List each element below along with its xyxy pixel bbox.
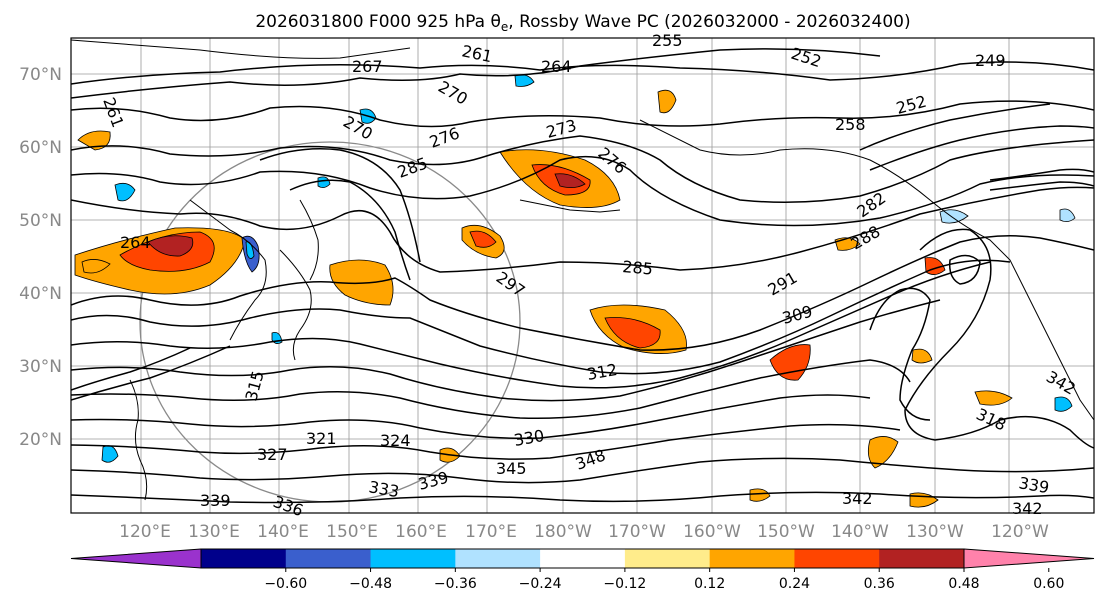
colorbar-box bbox=[200, 548, 965, 569]
lon-label: 150°E bbox=[326, 522, 378, 542]
theta-e-contours bbox=[71, 48, 1094, 504]
lat-label: 70°N bbox=[19, 65, 62, 85]
lon-label: 150°W bbox=[757, 522, 815, 542]
contour-label: 255 bbox=[652, 31, 683, 50]
contour-label: 324 bbox=[380, 431, 411, 450]
lon-labels: 120°E 130°E 140°E 150°E 160°E 170°E 180°… bbox=[119, 522, 1049, 542]
lon-label: 130°E bbox=[188, 522, 240, 542]
lon-label: 170°E bbox=[465, 522, 517, 542]
lon-label: 180°W bbox=[534, 522, 592, 542]
colorbar-segments bbox=[70, 548, 1095, 569]
lat-labels: 70°N 60°N 50°N 40°N 30°N 20°N bbox=[19, 65, 62, 450]
lon-label: 120°W bbox=[991, 522, 1049, 542]
colorbar-segment bbox=[709, 549, 795, 568]
colorbar-tick-label: −0.12 bbox=[603, 576, 646, 592]
colorbar-tick-label: −0.36 bbox=[434, 576, 477, 592]
figure-title: 2026031800 F000 925 hPa θe, Rossby Wave … bbox=[255, 12, 910, 34]
colorbar-extend-low bbox=[70, 548, 202, 569]
lon-label: 160°W bbox=[683, 522, 741, 542]
filled-contours bbox=[74, 74, 1076, 508]
colorbar-tick-label: 0.24 bbox=[779, 576, 810, 592]
colorbar-tick-label: −0.48 bbox=[349, 576, 392, 592]
colorbar-segment bbox=[201, 549, 287, 568]
colorbar-tick-label: −0.24 bbox=[519, 576, 562, 592]
colorbar-segment bbox=[624, 549, 711, 568]
contour-label: 342 bbox=[1012, 499, 1043, 518]
colorbar-extend-high bbox=[963, 548, 1095, 569]
map-content bbox=[71, 38, 1094, 513]
contour-label: 264 bbox=[120, 233, 151, 252]
contour-label: 342 bbox=[842, 489, 873, 508]
lon-label: 140°E bbox=[257, 522, 309, 542]
lon-label: 160°E bbox=[395, 522, 447, 542]
contour-label: 264 bbox=[541, 57, 572, 76]
contour-label: 258 bbox=[835, 115, 866, 134]
contour-label: 345 bbox=[496, 459, 527, 478]
colorbar-tick-label: 0.48 bbox=[948, 576, 979, 592]
contour-label: 339 bbox=[200, 491, 231, 510]
lon-label: 120°E bbox=[119, 522, 171, 542]
lat-label: 40°N bbox=[19, 284, 62, 304]
contour-label: 267 bbox=[352, 57, 383, 76]
contour-label: 285 bbox=[622, 257, 654, 279]
lon-label: 130°W bbox=[906, 522, 964, 542]
colorbar-segment bbox=[879, 549, 965, 568]
contour-label: 327 bbox=[257, 445, 288, 464]
lat-label: 30°N bbox=[19, 357, 62, 377]
colorbar-ticks: −0.60 −0.48 −0.36 −0.24 −0.12 0.12 0.24 0.36 0.4… bbox=[264, 568, 1064, 592]
colorbar-segment bbox=[455, 549, 541, 568]
lat-label: 20°N bbox=[19, 430, 62, 450]
lon-label: 140°W bbox=[831, 522, 889, 542]
contour-label: 249 bbox=[975, 51, 1006, 70]
colorbar-segment bbox=[540, 549, 626, 568]
lat-label: 60°N bbox=[19, 138, 62, 158]
coastlines bbox=[71, 39, 1094, 501]
colorbar-segment bbox=[794, 549, 880, 568]
colorbar-tick-label: −0.60 bbox=[264, 576, 307, 592]
lon-label: 170°W bbox=[608, 522, 666, 542]
map-border bbox=[70, 37, 1095, 514]
colorbar-segment bbox=[370, 549, 456, 568]
lat-label: 50°N bbox=[19, 211, 62, 231]
colorbar-tick-label: 0.36 bbox=[864, 576, 895, 592]
contour-label: 321 bbox=[306, 429, 337, 448]
colorbar-segment bbox=[285, 549, 372, 568]
colorbar-tick-label: 0.60 bbox=[1033, 576, 1064, 592]
colorbar: −0.60 −0.48 −0.36 −0.24 −0.12 0.12 0.24 0.36 0.4… bbox=[70, 548, 1095, 592]
colorbar-tick-label: 0.12 bbox=[694, 576, 725, 592]
